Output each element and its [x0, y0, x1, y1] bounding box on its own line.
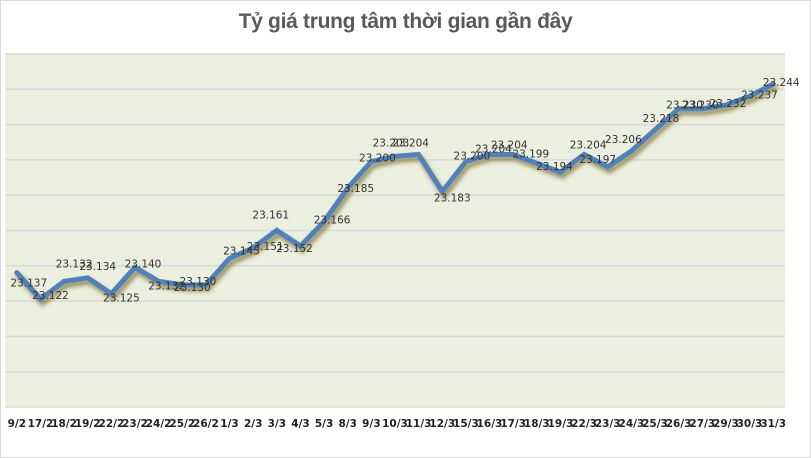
x-tick-label: 26/3	[666, 418, 692, 430]
gridlines	[5, 53, 785, 408]
data-label: 23.134	[79, 261, 116, 273]
data-label: 23.200	[359, 153, 396, 165]
data-label: 23.122	[32, 290, 69, 302]
x-tick-label: 19/3	[548, 418, 574, 430]
data-label: 23.130	[174, 282, 211, 294]
data-label: 23.204	[475, 144, 512, 156]
x-tick-label: 9/3	[362, 418, 380, 430]
x-tick-label: 10/3	[382, 418, 408, 430]
x-tick-label: 5/3	[315, 418, 333, 430]
x-tick-label: 3/3	[268, 418, 286, 430]
data-label: 23.204	[570, 140, 607, 152]
x-tick-label: 1/3	[220, 418, 238, 430]
data-label: 23.232	[710, 98, 747, 110]
data-label: 23.185	[337, 183, 374, 195]
x-tick-label: 23/3	[595, 418, 621, 430]
x-tick-label: 19/2	[75, 418, 101, 430]
x-tick-label: 18/3	[524, 418, 550, 430]
series-polyline	[14, 81, 776, 303]
data-label: 23.132	[56, 258, 93, 270]
x-tick-label: 25/3	[642, 418, 668, 430]
x-tick-label: 11/3	[406, 418, 432, 430]
x-tick-label: 2/3	[244, 418, 262, 430]
x-tick-label: 15/3	[453, 418, 479, 430]
data-label: 23.151	[247, 241, 284, 253]
x-tick-label: 23/2	[122, 418, 148, 430]
data-label: 23.132	[148, 280, 185, 292]
data-label: 23.230	[666, 100, 703, 112]
x-tick-label: 27/3	[689, 418, 715, 430]
x-tick-label: 22/2	[99, 418, 125, 430]
x-tick-label: 8/3	[338, 418, 356, 430]
data-labels: 23.13723.12223.13223.13423.12523.14023.1…	[10, 77, 799, 305]
chart-title: Tỷ giá trung tâm thời gian gần đây	[238, 10, 573, 33]
data-label: 23.199	[512, 148, 549, 160]
data-label: 23.194	[536, 161, 573, 173]
data-label: 23.140	[125, 258, 162, 270]
x-tick-label: 18/2	[51, 418, 77, 430]
x-tick-label: 4/3	[291, 418, 309, 430]
x-tick-label: 25/2	[169, 418, 195, 430]
data-label: 23.203	[373, 137, 410, 149]
data-label: 23.166	[314, 215, 351, 227]
data-label: 23.137	[10, 278, 47, 290]
x-tick-label: 26/2	[193, 418, 219, 430]
data-label: 23.206	[605, 134, 642, 146]
x-tick-label: 24/2	[146, 418, 172, 430]
x-tick-label: 12/3	[429, 418, 455, 430]
x-tick-label: 9/2	[8, 418, 26, 430]
x-tick-label: 22/3	[571, 418, 597, 430]
data-label: 23.197	[579, 154, 616, 166]
data-label: 23.145	[223, 246, 260, 258]
data-label: 23.204	[491, 140, 528, 152]
data-label: 23.130	[180, 276, 217, 288]
data-label: 23.218	[643, 113, 680, 125]
data-label: 23.152	[276, 243, 313, 255]
series-line	[14, 81, 776, 303]
x-tick-label: 30/3	[737, 418, 763, 430]
data-label: 23.125	[103, 293, 140, 305]
data-label: 23.204	[392, 138, 429, 150]
x-tick-label: 24/3	[619, 418, 645, 430]
data-label: 23.244	[763, 77, 800, 89]
data-label: 23.200	[454, 151, 491, 163]
x-tick-label: 29/3	[713, 418, 739, 430]
data-label: 23.161	[252, 209, 289, 221]
data-label: 23.230	[682, 100, 719, 112]
x-tick-label: 17/3	[500, 418, 526, 430]
x-tick-label: 31/3	[760, 418, 786, 430]
x-tick-label: 17/2	[28, 418, 54, 430]
data-label: 23.183	[434, 193, 471, 205]
x-tick-label: 16/3	[477, 418, 503, 430]
x-axis-tick-labels: 9/2 17/218/219/222/223/224/225/226/2 1/3 2/…	[8, 418, 787, 430]
data-label: 23.237	[741, 89, 778, 101]
